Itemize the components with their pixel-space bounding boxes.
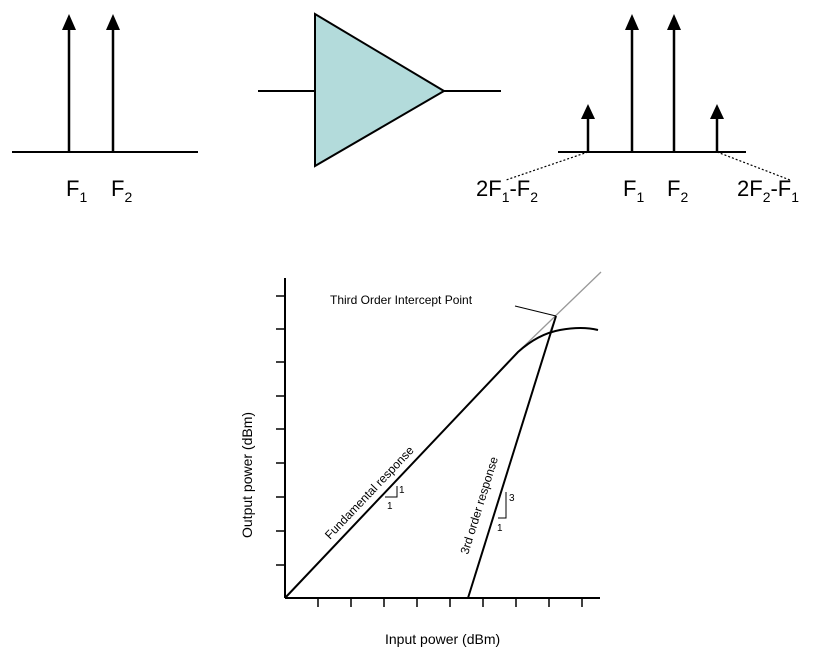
output-tone-f2 xyxy=(667,14,681,152)
fundamental-response-curve xyxy=(284,327,599,599)
intercept-point-label: Third Order Intercept Point xyxy=(330,293,473,307)
amplifier-triangle xyxy=(314,12,446,168)
im-low-leader xyxy=(505,151,589,181)
output-label-im-high: 2F2-F1 xyxy=(737,176,799,205)
output-im-high-tone xyxy=(710,104,724,152)
input-label-f2: F2 xyxy=(111,176,132,205)
output-im-low-tone xyxy=(581,104,595,152)
input-tone-f1 xyxy=(62,14,76,152)
output-label-f1: F1 xyxy=(623,176,644,205)
fundamental-slope-triangle: 1 1 xyxy=(385,485,405,512)
input-label-f1: F1 xyxy=(66,176,87,205)
im-high-leader xyxy=(716,151,791,181)
y-axis-label: Output power (dBm) xyxy=(239,412,255,538)
x-axis-ticks xyxy=(317,598,583,607)
y-axis-ticks xyxy=(276,295,285,566)
svg-text:1: 1 xyxy=(399,485,405,496)
svg-text:1: 1 xyxy=(497,523,503,534)
fundamental-extrapolation xyxy=(517,271,602,353)
third-order-response-label: 3rd order response xyxy=(457,455,501,556)
svg-text:1: 1 xyxy=(387,501,393,512)
amplifier-symbol xyxy=(258,12,501,168)
output-spectrum: 2F1-F2 F1 F2 2F2-F1 xyxy=(476,14,799,205)
input-tone-f2 xyxy=(106,14,120,152)
input-spectrum: F1 F2 xyxy=(12,14,198,205)
intercept-plot: Third Order Intercept Point 1 1 3 1 Fund… xyxy=(239,271,602,647)
x-axis-label: Input power (dBm) xyxy=(385,631,500,647)
third-order-response-curve xyxy=(467,315,557,599)
intercept-point-leader xyxy=(514,305,557,317)
output-label-f2: F2 xyxy=(667,176,688,205)
output-label-im-low: 2F1-F2 xyxy=(476,176,538,205)
svg-text:3: 3 xyxy=(509,493,515,504)
output-tone-f1 xyxy=(625,14,639,152)
third-order-slope-triangle: 3 1 xyxy=(497,492,515,534)
